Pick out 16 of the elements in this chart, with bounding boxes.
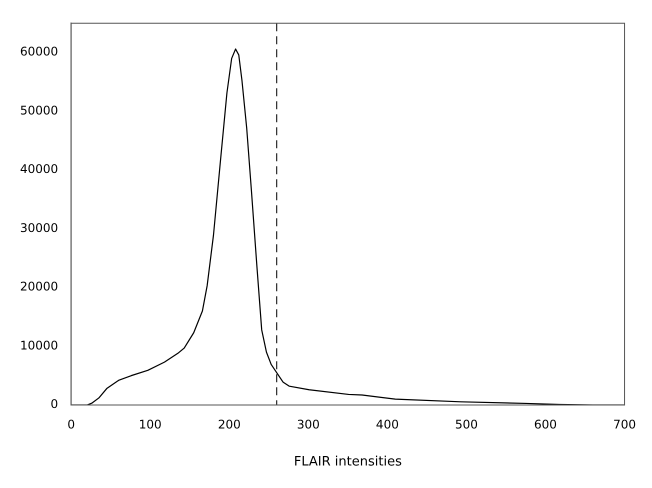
x-tick-label: 0 xyxy=(67,417,75,432)
x-tick-label: 100 xyxy=(138,417,162,432)
x-axis-title: FLAIR intensities xyxy=(294,454,402,470)
y-tick-label: 50000 xyxy=(20,103,58,118)
y-tick-label: 20000 xyxy=(20,280,58,294)
y-tick-label: 40000 xyxy=(20,162,58,176)
x-tick-label: 400 xyxy=(376,417,399,432)
y-tick-label: 0 xyxy=(50,397,58,412)
x-tick-label: 700 xyxy=(613,417,636,432)
x-tick-label: 300 xyxy=(296,417,320,432)
y-tick-label: 10000 xyxy=(20,338,58,352)
y-tick-label: 30000 xyxy=(20,220,58,235)
x-tick-label: 200 xyxy=(218,417,241,432)
x-tick-label: 600 xyxy=(534,417,557,432)
y-tick-label: 60000 xyxy=(20,44,58,59)
x-tick-label: 500 xyxy=(454,417,478,432)
